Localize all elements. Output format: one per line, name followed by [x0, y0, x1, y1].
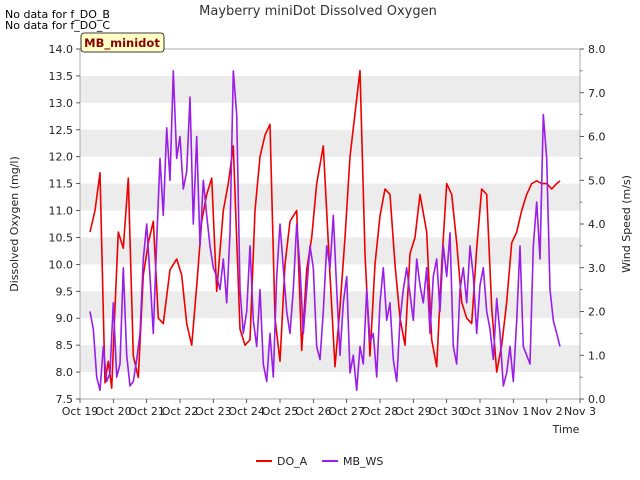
background-bands: [80, 75, 580, 373]
x-tick-label: Oct 22: [162, 405, 199, 418]
x-tick-label: Oct 23: [195, 405, 232, 418]
y-tick-label: 8.0: [56, 366, 74, 379]
y-tick-label: 11.5: [49, 178, 74, 191]
grid-band: [80, 183, 580, 211]
x-tick-label: Oct 31: [462, 405, 499, 418]
legend-label-do-a: DO_A: [277, 455, 308, 468]
series-line-mb-ws: [89, 70, 561, 392]
y2-tick-label: 6.0: [588, 131, 606, 144]
y2-tick-label: 0.0: [588, 393, 606, 406]
right-axis: 0.0 1.0 2.0 3.0 4.0 5.0 6.0 7.0 8.0: [580, 43, 606, 406]
x-tick-label: Oct 24: [228, 405, 265, 418]
y2-axis-label: Wind Speed (m/s): [620, 175, 633, 273]
legend: DO_A MB_WS: [256, 455, 383, 468]
x-tick-label: Oct 20: [95, 405, 132, 418]
grid-band: [80, 129, 580, 157]
y-tick-label: 8.5: [56, 339, 74, 352]
y-tick-label: 10.0: [49, 258, 74, 271]
x-tick-label: Nov 3: [564, 405, 596, 418]
x-tick-label: Oct 28: [362, 405, 399, 418]
y-tick-label: 7.5: [56, 393, 74, 406]
x-axis-label: Time: [552, 423, 580, 436]
series-layer: [89, 69, 561, 392]
no-data-note-b: No data for f_DO_B: [5, 8, 110, 21]
x-tick-label: Oct 26: [295, 405, 332, 418]
y2-tick-label: 2.0: [588, 306, 606, 319]
x-tick-label: Oct 25: [262, 405, 299, 418]
y-tick-label: 12.0: [49, 151, 74, 164]
y-tick-label: 11.0: [49, 205, 74, 218]
y2-tick-label: 7.0: [588, 87, 606, 100]
site-badge-label: MB_minidot: [84, 36, 160, 51]
y2-tick-label: 3.0: [588, 262, 606, 275]
legend-label-mb-ws: MB_WS: [343, 455, 383, 468]
y-tick-label: 13.5: [49, 70, 74, 83]
left-axis: 7.5 8.0 8.5 9.0 9.5 10.0 10.5 11.0 11.5 12.0 12.5 1…: [49, 43, 80, 406]
x-tick-label: Oct 19: [62, 405, 99, 418]
x-tick-label: Oct 30: [428, 405, 465, 418]
y-tick-label: 13.0: [49, 97, 74, 110]
grid-band: [80, 75, 580, 103]
y-tick-label: 12.5: [49, 124, 74, 137]
site-badge: MB_minidot: [80, 32, 165, 53]
series-line-do-a: [89, 69, 561, 390]
y-tick-label: 9.5: [56, 285, 74, 298]
x-tick-label: Nov 2: [531, 405, 563, 418]
x-tick-label: Oct 29: [395, 405, 432, 418]
y2-tick-label: 5.0: [588, 174, 606, 187]
grid-band: [80, 345, 580, 373]
no-data-note-c: No data for f_DO_C: [5, 19, 110, 32]
y-axis-label: Dissolved Oxygen (mg/l): [8, 156, 21, 291]
y2-tick-label: 1.0: [588, 349, 606, 362]
y2-tick-label: 8.0: [588, 43, 606, 56]
y-tick-label: 9.0: [56, 312, 74, 325]
x-tick-label: Oct 21: [128, 405, 165, 418]
x-tick-label: Oct 27: [328, 405, 365, 418]
y-tick-label: 14.0: [49, 43, 74, 56]
y-tick-label: 10.5: [49, 231, 74, 244]
chart-title: Mayberry miniDot Dissolved Oxygen: [199, 4, 437, 19]
x-tick-label: Nov 1: [497, 405, 529, 418]
y2-tick-label: 4.0: [588, 218, 606, 231]
